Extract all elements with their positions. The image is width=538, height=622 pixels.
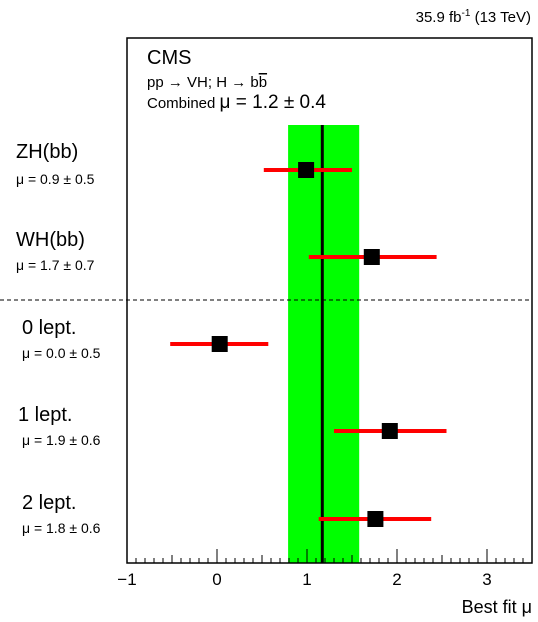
- data-marker: [363, 249, 380, 265]
- lumi-value: 35.9 fb: [416, 9, 462, 26]
- category-name: ZH(bb): [16, 141, 78, 163]
- category-mu: μ = 1.8 ± 0.6: [22, 520, 101, 536]
- x-axis-ticks: [126, 549, 533, 563]
- data-marker: [381, 423, 398, 439]
- x-axis-tick-labels: −1 0 1 2 3: [117, 570, 491, 589]
- category-name: WH(bb): [16, 229, 85, 251]
- category-mu: μ = 0.9 ± 0.5: [16, 171, 95, 187]
- combined-value: μ = 1.2 ± 0.4: [220, 92, 327, 113]
- combined-label: Combined μ = 1.2 ± 0.4: [147, 92, 326, 113]
- x-tick-label: −1: [117, 570, 136, 589]
- plot-frame: [126, 37, 533, 564]
- lumi-label: 35.9 fb-1 (13 TeV): [416, 8, 531, 26]
- category-name: 1 lept.: [18, 404, 72, 426]
- x-tick-label: 2: [392, 570, 401, 589]
- lumi-energy: (13 TeV): [470, 9, 531, 26]
- data-marker: [367, 511, 384, 527]
- x-tick-label: 1: [302, 570, 311, 589]
- x-tick-label: 0: [212, 570, 221, 589]
- process-left: pp → VH; H → b: [147, 74, 259, 91]
- category-mu: μ = 1.7 ± 0.7: [16, 257, 95, 273]
- cms-label: CMS: [147, 47, 191, 69]
- process-bbar: b: [259, 74, 267, 91]
- process-label: pp → VH; H → bb: [147, 74, 267, 91]
- x-tick-label: 3: [482, 570, 491, 589]
- data-marker: [298, 162, 315, 178]
- category-labels: ZH(bb) μ = 0.9 ± 0.5 WH(bb) μ = 1.7 ± 0.7 0 …: [16, 141, 101, 536]
- category-name: 0 lept.: [22, 317, 76, 339]
- category-name: 2 lept.: [22, 492, 76, 514]
- lumi-exponent: -1: [462, 8, 471, 19]
- data-marker: [211, 336, 228, 352]
- category-mu: μ = 1.9 ± 0.6: [22, 432, 101, 448]
- x-axis-label: Best fit μ: [462, 597, 532, 617]
- combined-text: Combined: [147, 95, 220, 112]
- data-points: [170, 162, 447, 527]
- category-mu: μ = 0.0 ± 0.5: [22, 345, 101, 361]
